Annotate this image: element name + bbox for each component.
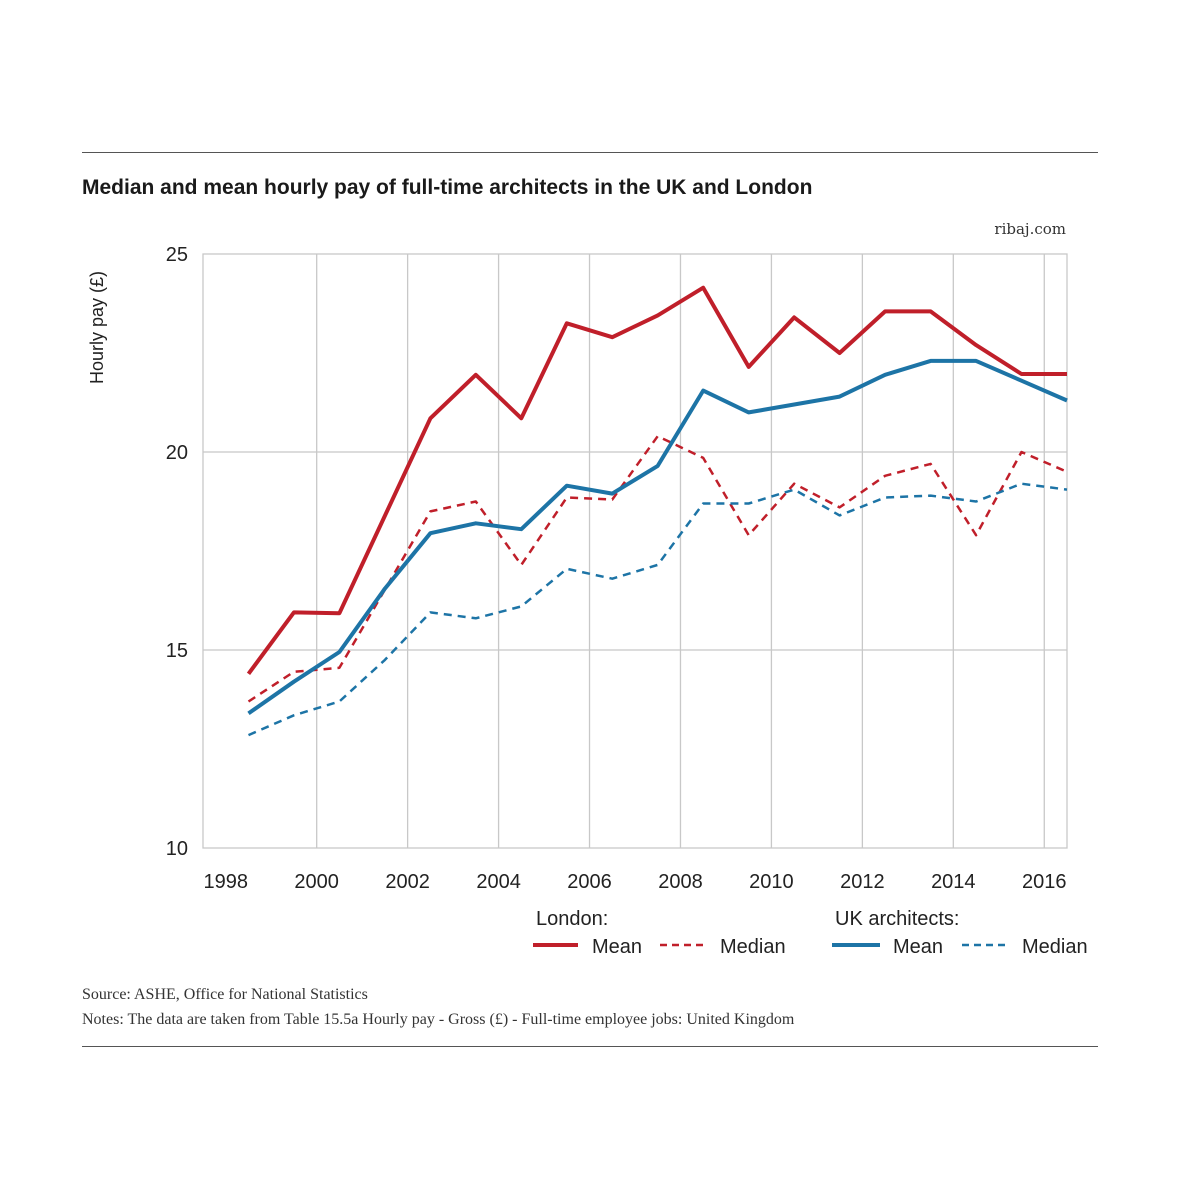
x-tick-label: 1998 [203, 871, 248, 893]
legend-heading-london: London: [536, 908, 608, 930]
x-tick-label: 2014 [931, 871, 976, 893]
series-line-london-median [247, 434, 1068, 703]
legend: London: Mean Median UK architects: Mean … [533, 908, 1088, 958]
x-tick-label: 2010 [749, 871, 794, 893]
series-layer [246, 285, 1068, 737]
x-tick-label: 2004 [476, 871, 521, 893]
bottom-rule [82, 1046, 1098, 1047]
x-tick-label: 2016 [1022, 871, 1067, 893]
notes-line: Notes: The data are taken from Table 15.… [82, 1011, 795, 1028]
x-tick-label: 2000 [294, 871, 339, 893]
y-tick-label: 15 [166, 640, 188, 662]
top-rule [82, 152, 1098, 153]
legend-label-uk-mean: Mean [893, 936, 943, 958]
legend-label-uk-median: Median [1022, 936, 1088, 958]
x-tick-label: 2008 [658, 871, 703, 893]
legend-heading-uk: UK architects: [835, 908, 959, 930]
y-tick-label: 20 [166, 442, 188, 464]
credit-text: ribaj.com [994, 220, 1066, 238]
legend-label-london-mean: Mean [592, 936, 642, 958]
x-tick-label: 2002 [385, 871, 430, 893]
x-tick-label: 2012 [840, 871, 885, 893]
legend-label-london-median: Median [720, 936, 786, 958]
chart-title: Median and mean hourly pay of full-time … [82, 176, 813, 199]
x-tick-label: 2006 [567, 871, 612, 893]
plot-frame [202, 253, 1068, 849]
y-tick-label: 25 [166, 244, 188, 266]
y-tick-label: 10 [166, 838, 188, 860]
grid-lines [202, 253, 1068, 849]
series-line-uk-architects-mean [247, 358, 1068, 716]
series-line-london-mean [246, 285, 1067, 675]
source-line: Source: ASHE, Office for National Statis… [82, 986, 368, 1003]
tick-labels: 1998 2000 2002 2004 2006 2008 2010 2012 2014 2016… [166, 244, 1067, 893]
series-line-uk-architects-median [248, 482, 1068, 737]
y-axis-label: Hourly pay (£) [87, 271, 107, 384]
